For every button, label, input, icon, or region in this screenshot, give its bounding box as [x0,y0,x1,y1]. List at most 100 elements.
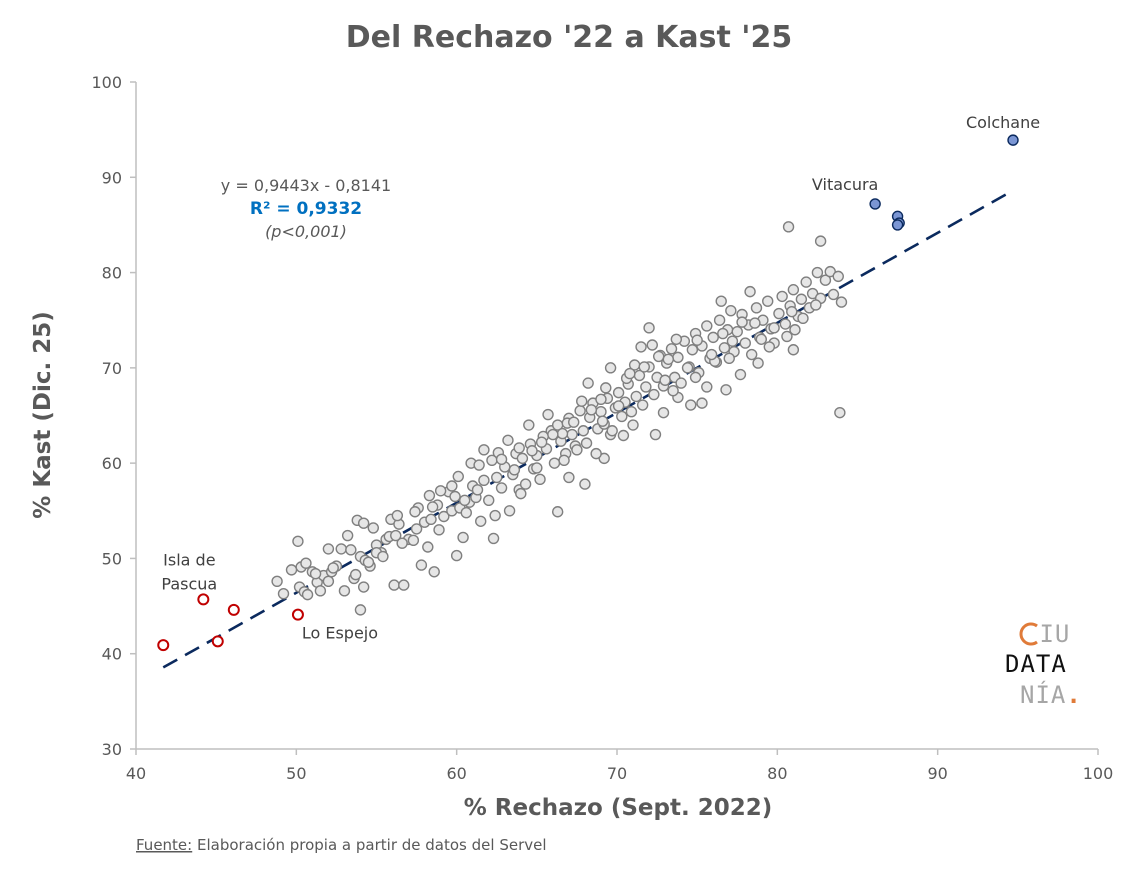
data-point-grey [672,351,684,364]
data-point-red [211,635,224,648]
data-point-grey [643,322,655,334]
data-point-grey [750,302,763,314]
data-point-grey [277,587,290,600]
data-point-grey [558,454,570,466]
data-point-grey [616,410,628,423]
data-point-grey [787,344,800,356]
data-point-grey [452,470,464,483]
data-point-grey [600,382,612,394]
data-point-grey [390,529,402,542]
data-point-grey [309,567,322,580]
data-point-grey [638,361,650,373]
data-point-grey [563,471,575,484]
data-point-grey [422,541,434,553]
data-point-grey [819,274,832,286]
data-point-grey [731,325,743,338]
x-tick-label: 40 [126,764,146,783]
data-point-grey [734,368,747,381]
data-point-grey [531,462,543,474]
data-point-red [291,608,304,621]
data-point-grey [762,295,774,307]
data-point-grey [568,416,580,428]
point-annotation: Lo Espejo [302,624,378,643]
chart-title: Del Rechazo '22 a Kast '25 [346,20,792,55]
data-point-grey [338,585,351,597]
data-point-grey [705,348,718,361]
data-point-blue [1007,134,1019,146]
data-point-grey [689,371,702,384]
data-point-grey [665,343,678,355]
data-point-grey [579,478,591,490]
data-point-grey [789,324,801,336]
data-point-grey [341,529,354,542]
y-tick-label: 90 [102,168,122,187]
data-point-grey [534,473,546,486]
data-point-grey [670,333,683,345]
data-point-grey [327,562,339,574]
data-point-blue [869,198,881,210]
data-point-grey [556,427,569,440]
data-point-grey [357,581,370,593]
trendline-equation: y = 0,9443x - 0,8141 [221,176,391,195]
data-point-grey [685,399,697,411]
data-point-grey [585,404,598,416]
data-point-grey [377,550,389,563]
data-point-grey [410,523,423,535]
data-point-grey [745,348,758,361]
data-point-grey [519,478,532,490]
data-point-grey [667,385,679,397]
data-point-grey [483,494,495,507]
data-point-grey [768,322,780,334]
x-tick-label: 80 [767,764,787,783]
data-point-grey [786,305,798,318]
data-point-grey [779,318,792,330]
data-point-grey [648,388,660,401]
data-point-grey [696,397,708,409]
data-point-grey [582,377,594,389]
data-point-grey [652,350,665,363]
data-point-grey [659,374,671,386]
data-point-grey [691,334,703,346]
data-point-grey [795,293,808,305]
data-point-grey [832,270,844,283]
y-tick-label: 60 [102,454,122,473]
point-annotation: Pascua [161,574,217,593]
data-point-grey [736,316,748,328]
data-point-grey [438,510,450,523]
data-point-grey [300,557,312,569]
data-points [157,134,1019,652]
data-point-grey [542,408,554,421]
data-point-grey [322,543,335,555]
data-point-grey [595,405,607,418]
data-point-grey [590,447,602,460]
data-point-grey [835,296,848,308]
data-point-grey [715,295,727,307]
source-note: Fuente: Elaboración propia a partir de d… [136,836,547,854]
data-point-grey [409,506,421,518]
x-tick-label: 50 [286,764,306,783]
point-annotation: Colchane [966,113,1040,132]
data-point-grey [460,506,472,519]
data-point-grey [763,341,776,353]
data-point-grey [526,445,538,457]
data-point-grey [398,579,410,591]
y-tick-label: 40 [102,645,122,664]
data-point-grey [478,444,490,456]
data-point-grey [292,535,304,547]
data-point-grey [725,304,737,317]
data-point-grey [502,434,514,446]
point-annotation: Vitacura [812,175,878,194]
data-point-grey [810,299,822,311]
data-point-grey [547,428,559,441]
data-point-blue [891,219,904,231]
data-point-grey [606,425,618,437]
data-point-grey [744,285,756,298]
data-point-grey [314,585,327,597]
y-tick-label: 100 [91,73,122,92]
y-tick-label: 80 [102,264,122,283]
x-axis-title: % Rechazo (Sept. 2022) [464,795,773,821]
data-point-grey [515,487,527,500]
data-point-grey [513,442,525,454]
data-point-grey [489,509,501,522]
data-point-grey [776,290,788,303]
